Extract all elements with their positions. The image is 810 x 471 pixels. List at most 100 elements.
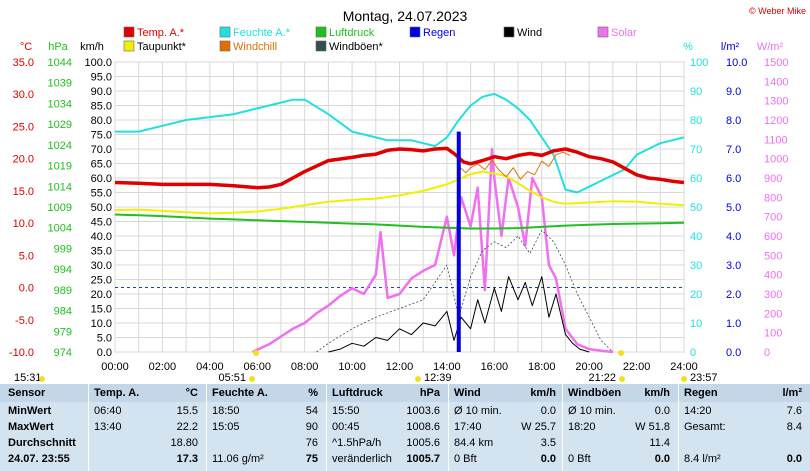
rain-bar bbox=[456, 131, 461, 352]
stats-value: veränderlich bbox=[332, 453, 392, 465]
tick-label-solar: 1500 bbox=[764, 57, 788, 69]
tick-label-wind: 90.0 bbox=[91, 86, 112, 98]
tick-label-solar: 1200 bbox=[764, 115, 788, 127]
stats-header-cell: km/h bbox=[644, 387, 670, 399]
tick-label-rain: 0.0 bbox=[726, 347, 741, 359]
series-layer bbox=[114, 92, 685, 354]
legend-swatch bbox=[219, 40, 231, 52]
legend-swatch bbox=[219, 26, 231, 38]
tick-label-rain: 2.0 bbox=[726, 289, 741, 301]
tick-label-wind: 5.0 bbox=[97, 333, 112, 345]
stats-value: Ø 10 min. bbox=[454, 405, 502, 417]
tick-label-wind: 45.0 bbox=[91, 217, 112, 229]
column-divider bbox=[326, 384, 327, 471]
x-tick-label: 14:00 bbox=[433, 361, 461, 373]
tick-label-rain: 4.0 bbox=[726, 231, 741, 243]
stats-row-label: 24.07. 23:55 bbox=[8, 453, 70, 465]
x-tick-label: 16:00 bbox=[481, 361, 509, 373]
column-divider bbox=[88, 384, 89, 471]
stats-value: W 51.8 bbox=[635, 421, 670, 433]
sun-marker-icon bbox=[253, 350, 259, 356]
copyright-label: © Weber Mike bbox=[749, 6, 806, 16]
tick-label-wind: 50.0 bbox=[91, 202, 112, 214]
time-marker-label: 23:57 bbox=[690, 372, 718, 384]
tick-label-pressure: 994 bbox=[54, 264, 72, 276]
tick-label-solar: 400 bbox=[764, 270, 782, 282]
tick-label-rain: 7.0 bbox=[726, 144, 741, 156]
sun-marker-icon bbox=[681, 376, 687, 382]
tick-label-solar: 600 bbox=[764, 231, 782, 243]
stats-row-label: MaxWert bbox=[8, 421, 54, 433]
stats-value: 11.06 g/m² bbox=[212, 453, 264, 465]
tick-label-solar: 700 bbox=[764, 212, 782, 224]
stats-value: 22.2 bbox=[176, 421, 198, 433]
stats-value: 1005.7 bbox=[406, 453, 440, 465]
sun-marker-icon bbox=[619, 376, 625, 382]
stats-value: 75 bbox=[305, 453, 318, 465]
stats-header-cell: Windböen bbox=[568, 387, 622, 399]
stats-value: ^1.5hPa/h bbox=[332, 437, 382, 449]
tick-label-wind: 55.0 bbox=[91, 188, 112, 200]
stats-value: 76 bbox=[305, 437, 318, 449]
tick-label-pressure: 1024 bbox=[48, 140, 72, 152]
time-marker-label: 05:51 bbox=[218, 372, 246, 384]
tick-label-wind: 35.0 bbox=[91, 246, 112, 258]
tick-label-rain: 1.0 bbox=[726, 318, 741, 330]
tick-label-pressure: 979 bbox=[54, 326, 72, 338]
tick-label-solar: 0 bbox=[764, 347, 770, 359]
tick-label-wind: 95.0 bbox=[91, 72, 112, 84]
tick-label-solar: 500 bbox=[764, 250, 782, 262]
tick-label-wind: 65.0 bbox=[91, 159, 112, 171]
tick-label-humidity: 100 bbox=[690, 57, 708, 69]
tick-label-wind: 30.0 bbox=[91, 260, 112, 272]
tick-label-wind: 20.0 bbox=[91, 289, 112, 301]
tick-label-temp: 30.0 bbox=[13, 89, 34, 101]
axis-titles: °C hPa km/h% l/m² W/m² bbox=[20, 41, 784, 53]
stats-value: 14:20 bbox=[684, 405, 712, 417]
x-tick-label: 18:00 bbox=[528, 361, 556, 373]
stats-header-cell: km/h bbox=[530, 387, 556, 399]
x-tick-label: 04:00 bbox=[196, 361, 224, 373]
stats-value: W 25.7 bbox=[521, 421, 556, 433]
tick-label-temp: 5.0 bbox=[19, 250, 34, 262]
legend-swatch bbox=[123, 26, 135, 38]
series-line-feuchte-a bbox=[115, 92, 685, 194]
stats-header-row bbox=[0, 384, 810, 402]
sun-marker-icon bbox=[249, 376, 255, 382]
tick-label-solar: 1100 bbox=[764, 134, 788, 146]
legend-swatch bbox=[315, 40, 327, 52]
tick-label-temp: -5.0 bbox=[15, 315, 34, 327]
tick-label-solar: 200 bbox=[764, 308, 782, 320]
tick-labels: 35.0 30.0 25.0 20.0 15.0 10.0 5.0 0.0 -5.0 -10.0 1… bbox=[9, 57, 789, 373]
stats-value: 84.4 km bbox=[454, 437, 494, 449]
tick-label-solar: 1400 bbox=[764, 76, 788, 88]
column-divider bbox=[448, 384, 449, 471]
tick-label-wind: 25.0 bbox=[91, 275, 112, 287]
series-line-wind bbox=[328, 276, 590, 353]
tick-label-solar: 1300 bbox=[764, 96, 788, 108]
stats-value: 1005.6 bbox=[406, 437, 440, 449]
tick-label-wind: 75.0 bbox=[91, 130, 112, 142]
axis-title-temp: °C bbox=[20, 41, 32, 53]
stats-value: 8.4 l/m² bbox=[684, 453, 721, 465]
tick-label-pressure: 1014 bbox=[48, 181, 72, 193]
legend-swatch bbox=[315, 26, 327, 38]
stats-header-cell: Regen bbox=[684, 387, 718, 399]
tick-label-wind: 100.0 bbox=[84, 57, 112, 69]
x-tick-label: 24:00 bbox=[670, 361, 698, 373]
time-marker-label: 15:31 bbox=[14, 372, 42, 384]
tick-label-temp: 35.0 bbox=[13, 57, 34, 69]
stats-header-cell: °C bbox=[185, 387, 198, 399]
tick-label-rain: 8.0 bbox=[726, 115, 741, 127]
stats-header-cell: % bbox=[308, 387, 318, 399]
legend-label: Feuchte A.* bbox=[233, 27, 291, 39]
weather-chart: Montag, 24.07.2023 © Weber Mike Temp. A.… bbox=[9, 6, 806, 384]
stats-value: 0.0 bbox=[786, 453, 802, 465]
time-marker-label: 21:22 bbox=[588, 372, 616, 384]
stats-value: 17:40 bbox=[454, 421, 482, 433]
stats-value: 3.5 bbox=[540, 437, 556, 449]
tick-label-solar: 900 bbox=[764, 173, 782, 185]
series-line-luftdruck bbox=[114, 213, 685, 230]
legend-label: Wind bbox=[517, 27, 542, 39]
legend-label: Temp. A.* bbox=[137, 27, 185, 39]
